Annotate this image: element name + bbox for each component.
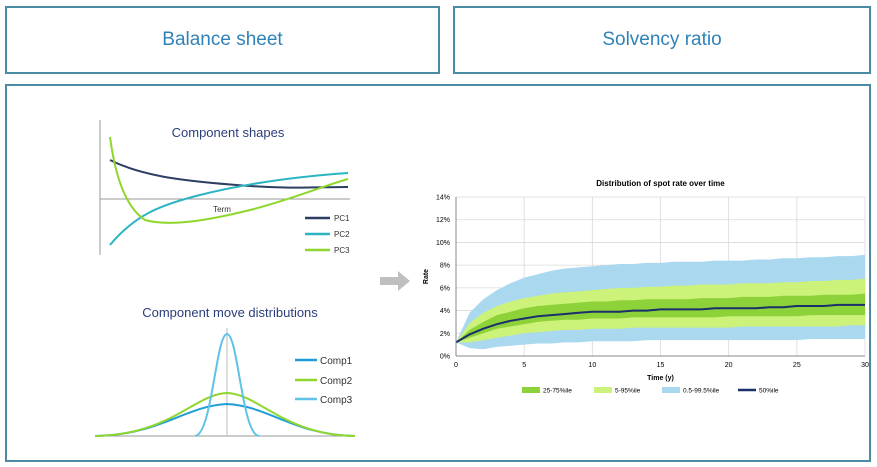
comp2-curve: [94, 391, 356, 437]
legend-swatch: [662, 387, 680, 393]
comp2-legend-label: Comp2: [320, 376, 353, 387]
y-tick-label: 14%: [436, 195, 450, 202]
comp1-legend-label: Comp1: [320, 356, 353, 367]
y-tick-label: 6%: [440, 285, 450, 292]
legend-swatch: [522, 387, 540, 393]
comp3-curve: [194, 332, 260, 437]
x-tick-label: 20: [725, 362, 733, 369]
y-tick-label: 4%: [440, 308, 450, 315]
shapes-term-label: Term: [213, 205, 231, 214]
y-tick-label: 10%: [436, 240, 450, 247]
component-shapes-title: Component shapes: [172, 125, 285, 140]
x-tick-label: 10: [588, 362, 596, 369]
y-axis-label: Rate: [423, 269, 430, 284]
pc2-legend-label: PC2: [334, 230, 350, 239]
median-line: [455, 303, 865, 344]
legend-swatch: [594, 387, 612, 393]
pc3-legend-label: PC3: [334, 246, 350, 255]
legend-label: 50%ile: [759, 388, 779, 395]
y-tick-label: 8%: [440, 263, 450, 270]
component-shapes-figure: Component shapes Term PC1 PC2 PC3: [99, 120, 350, 255]
tab-solvency-ratio-label: Solvency ratio: [602, 29, 722, 50]
component-moves-title: Component move distributions: [142, 305, 318, 320]
y-tick-label: 0%: [440, 354, 450, 361]
y-tick-label: 12%: [436, 217, 450, 224]
legend-label: 25-75%ile: [543, 388, 572, 395]
x-tick-label: 0: [454, 362, 458, 369]
band-25-75: [456, 293, 865, 343]
pc3-curve: [109, 136, 349, 224]
x-axis-label: Time (y): [647, 375, 674, 382]
spot-rate-chart: Distribution of spot rate over time 0% 2% 4…: [423, 179, 869, 395]
comp3-legend-label: Comp3: [320, 395, 353, 406]
pc1-legend-label: PC1: [334, 214, 350, 223]
x-tick-label: 25: [793, 362, 801, 369]
chart-title: Distribution of spot rate over time: [596, 179, 725, 188]
legend-label: 5-95%ile: [615, 388, 641, 395]
tab-balance-sheet-label: Balance sheet: [162, 29, 283, 50]
pc2-curve: [109, 172, 349, 246]
component-moves-figure: Component move distributions Comp1 Comp2…: [94, 305, 356, 437]
arrow-right-icon: [380, 271, 410, 291]
x-tick-label: 30: [861, 362, 869, 369]
tab-solvency-ratio[interactable]: Solvency ratio: [453, 6, 871, 74]
legend-label: 0.5-99.5%ile: [683, 388, 720, 395]
y-tick-label: 2%: [440, 331, 450, 338]
x-tick-label: 5: [522, 362, 526, 369]
tab-balance-sheet[interactable]: Balance sheet: [5, 6, 440, 74]
x-tick-label: 15: [657, 362, 665, 369]
pc1-curve: [109, 159, 349, 189]
